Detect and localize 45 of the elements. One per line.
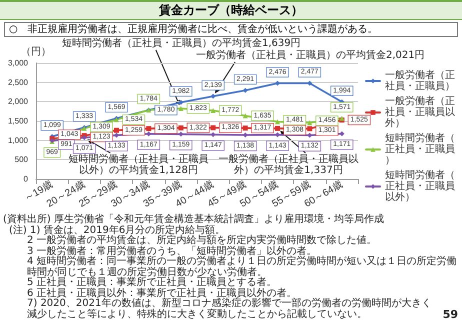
legend-label: 短時間労働者（正社員・正職員） xyxy=(385,132,455,166)
point xyxy=(307,126,312,132)
text: 4 短時間労働者：同一事業所の一般の労働者より１日の所定労働時間が短い又は１日の所定労働時間が同じでも１週の所定労働日数が少ない労働者。 xyxy=(26,256,458,278)
text: 3 一般労働者：常用労働者のうち、「短時間労働者」以外の者。 xyxy=(26,246,317,256)
annotation: 短時間労働者（正社員・正職員）の平均賃金1,639円 xyxy=(62,38,301,49)
y-tick-label: 1,500 xyxy=(8,116,29,126)
chart-subtitle: ○ 非正規雇用労働者は、正規雇用労働者に比べ、賃金が低いという課題がある。 xyxy=(4,22,458,37)
y-tick-label: 0 xyxy=(24,174,29,184)
text: 59 xyxy=(442,308,458,320)
text: 2 一般労働者の平均賃金は、所定内給与額を所定内実労働時間数で除した値。 xyxy=(26,235,378,246)
y-tick-label: 3,000 xyxy=(8,58,29,68)
point xyxy=(210,108,216,113)
point xyxy=(178,125,184,130)
point xyxy=(307,120,312,126)
y-tick-label: 2,000 xyxy=(8,97,29,106)
point xyxy=(242,88,248,93)
point xyxy=(275,126,280,131)
point xyxy=(275,119,280,124)
point xyxy=(242,113,248,118)
annotation: 一般労働者（正社員・正職員以外）の平均賃金1,337円 xyxy=(218,154,360,176)
point xyxy=(275,132,280,138)
chart-title: 賃金カーブ（時給ベース） xyxy=(0,0,462,20)
point xyxy=(275,80,280,86)
legend-label: 短時間労働者（正社員・正職員以外） xyxy=(385,169,455,203)
text: (資料出所) 厚生労働省「令和元年賃金構造基本統計調査」より雇用環境・均等局作成 xyxy=(3,214,385,225)
point xyxy=(210,94,216,99)
annotation: 一般労働者（正社員・正職員）の平均賃金2,021円 xyxy=(196,50,425,61)
legend-label: 一般労働者（正社員・正職員） xyxy=(385,69,455,92)
y-tick-label: 500 xyxy=(14,155,29,164)
point xyxy=(178,106,184,112)
point xyxy=(178,100,184,105)
y-tick-label: 1,000 xyxy=(8,136,29,145)
point xyxy=(114,132,119,138)
point xyxy=(242,126,248,131)
text: (注) 1) 賃金は、2019年6月分の所定内給与額。 xyxy=(8,224,226,236)
y-axis-title: （円） xyxy=(21,46,51,58)
point xyxy=(146,126,152,132)
annotation: 短時間労働者（正社員・正職員以外）の平均賃金1,128円 xyxy=(68,154,210,176)
point xyxy=(114,128,119,133)
y-tick-label: 2,500 xyxy=(8,78,29,87)
point xyxy=(210,125,216,130)
text: 5 正社員・正職員：事業所で正社員・正職員とする者。 xyxy=(26,277,277,288)
legend-label: 一般労働者（正社員・正職員以外） xyxy=(385,95,455,129)
text: 7) 2020、2021年の数値は、新型コロナ感染症の影響で一部の労働者の労働時間が大きく減少したこと等により、特殊的に大きく変動したことから記載していない。 xyxy=(27,298,432,320)
text: 6 正社員・正職員以外：事業所で正社員・正職員以外の者。 xyxy=(26,288,297,298)
